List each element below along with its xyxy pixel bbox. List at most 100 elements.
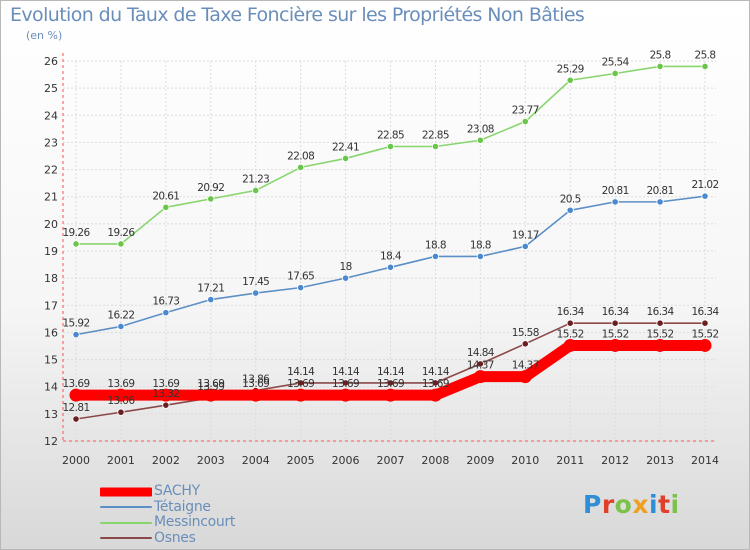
legend-swatch — [100, 537, 152, 540]
data-label: 20.5 — [560, 193, 581, 205]
data-label: 19.26 — [62, 227, 90, 239]
legend-item: Osnes — [100, 530, 300, 547]
data-label: 13.32 — [152, 388, 179, 400]
data-label: 17.21 — [197, 283, 224, 295]
x-tick-label: 2007 — [377, 454, 405, 467]
data-label: 18.8 — [470, 239, 491, 251]
data-label: 15.92 — [62, 318, 89, 330]
x-tick-label: 2009 — [466, 454, 494, 467]
x-tick-label: 2011 — [556, 454, 584, 467]
data-label: 15.52 — [557, 328, 584, 340]
x-tick-label: 2008 — [421, 454, 449, 467]
logo-letter: i — [649, 490, 659, 519]
chart-subtitle: (en %) — [26, 29, 63, 42]
data-point — [69, 388, 83, 402]
data-point — [252, 289, 260, 297]
legend-item: Tétaigne — [100, 499, 300, 516]
data-point — [384, 388, 397, 402]
data-label: 15.52 — [602, 328, 629, 340]
data-label: 12.81 — [62, 402, 89, 414]
data-point — [473, 370, 487, 384]
data-point — [656, 319, 664, 327]
x-tick-label: 2003 — [197, 454, 225, 467]
data-label: 16.34 — [602, 306, 630, 318]
data-label: 13.86 — [242, 374, 270, 386]
data-label: 22.85 — [377, 130, 404, 142]
data-label: 19.17 — [512, 229, 539, 241]
y-tick-label: 23 — [44, 136, 58, 149]
x-tick-label: 2004 — [242, 454, 270, 467]
data-point — [476, 252, 484, 261]
data-label: 15.52 — [691, 328, 718, 340]
data-point — [162, 401, 170, 409]
y-tick-label: 21 — [44, 191, 58, 204]
data-label: 18.4 — [380, 250, 402, 262]
data-label: 14.84 — [467, 347, 495, 359]
data-label: 21.02 — [691, 179, 718, 191]
data-label: 14.37 — [512, 360, 539, 372]
data-point — [476, 360, 484, 368]
data-label: 13.06 — [107, 395, 135, 407]
data-point — [656, 62, 664, 71]
data-label: 13.69 — [197, 378, 224, 390]
proxiti-logo: Proxiti — [583, 490, 680, 519]
data-label: 13.69 — [332, 378, 359, 390]
legend-label: Messincourt — [154, 514, 236, 530]
data-label: 13.69 — [422, 378, 449, 390]
data-label: 20.81 — [647, 185, 674, 197]
data-point — [114, 388, 128, 402]
data-point — [159, 388, 173, 402]
data-label: 25.8 — [695, 49, 716, 61]
data-label: 20.81 — [602, 185, 629, 197]
data-point — [117, 240, 125, 248]
data-label: 14.14 — [377, 366, 405, 378]
data-point — [701, 192, 709, 200]
data-label: 18.8 — [425, 239, 446, 251]
data-label: 13.69 — [152, 378, 179, 390]
legend-label: SACHY — [154, 483, 200, 499]
logo-letter: P — [583, 490, 602, 519]
data-point — [207, 295, 215, 304]
data-point — [117, 408, 125, 416]
data-point — [701, 62, 709, 71]
data-point — [341, 154, 350, 163]
data-label: 14.37 — [467, 360, 494, 372]
data-point — [653, 338, 667, 352]
data-point — [386, 379, 395, 387]
y-tick-label: 12 — [44, 435, 58, 448]
data-point — [162, 309, 170, 317]
data-label: 13.69 — [242, 378, 269, 390]
legend-swatch — [100, 487, 152, 497]
data-label: 17.45 — [242, 276, 269, 288]
data-label: 16.34 — [691, 306, 719, 318]
data-point — [476, 136, 484, 144]
y-tick-label: 19 — [44, 245, 58, 258]
data-label: 14.14 — [287, 366, 315, 378]
chart-legend: SACHY Tétaigne Messincourt Osnes — [100, 483, 300, 547]
data-label: 16.73 — [152, 296, 179, 308]
y-tick-label: 13 — [44, 408, 58, 421]
data-label: 13.69 — [62, 378, 89, 390]
data-label: 25.29 — [557, 63, 584, 75]
data-label: 23.77 — [512, 105, 539, 117]
logo-letter: x — [632, 490, 649, 519]
data-point — [701, 319, 709, 327]
data-point — [72, 415, 80, 423]
x-tick-label: 2013 — [646, 454, 674, 467]
data-label: 18 — [339, 261, 351, 273]
data-label: 16.22 — [107, 309, 134, 321]
data-point — [656, 198, 664, 206]
data-label: 13.69 — [377, 378, 404, 390]
data-label: 22.85 — [422, 130, 449, 142]
data-point — [431, 252, 440, 261]
data-point — [72, 330, 80, 339]
x-tick-label: 2002 — [152, 454, 180, 467]
y-tick-label: 16 — [44, 326, 58, 339]
data-point — [431, 142, 440, 151]
logo-letter: t — [658, 490, 671, 519]
data-point — [518, 370, 532, 384]
data-label: 22.08 — [287, 150, 314, 162]
data-label: 25.8 — [650, 49, 671, 61]
